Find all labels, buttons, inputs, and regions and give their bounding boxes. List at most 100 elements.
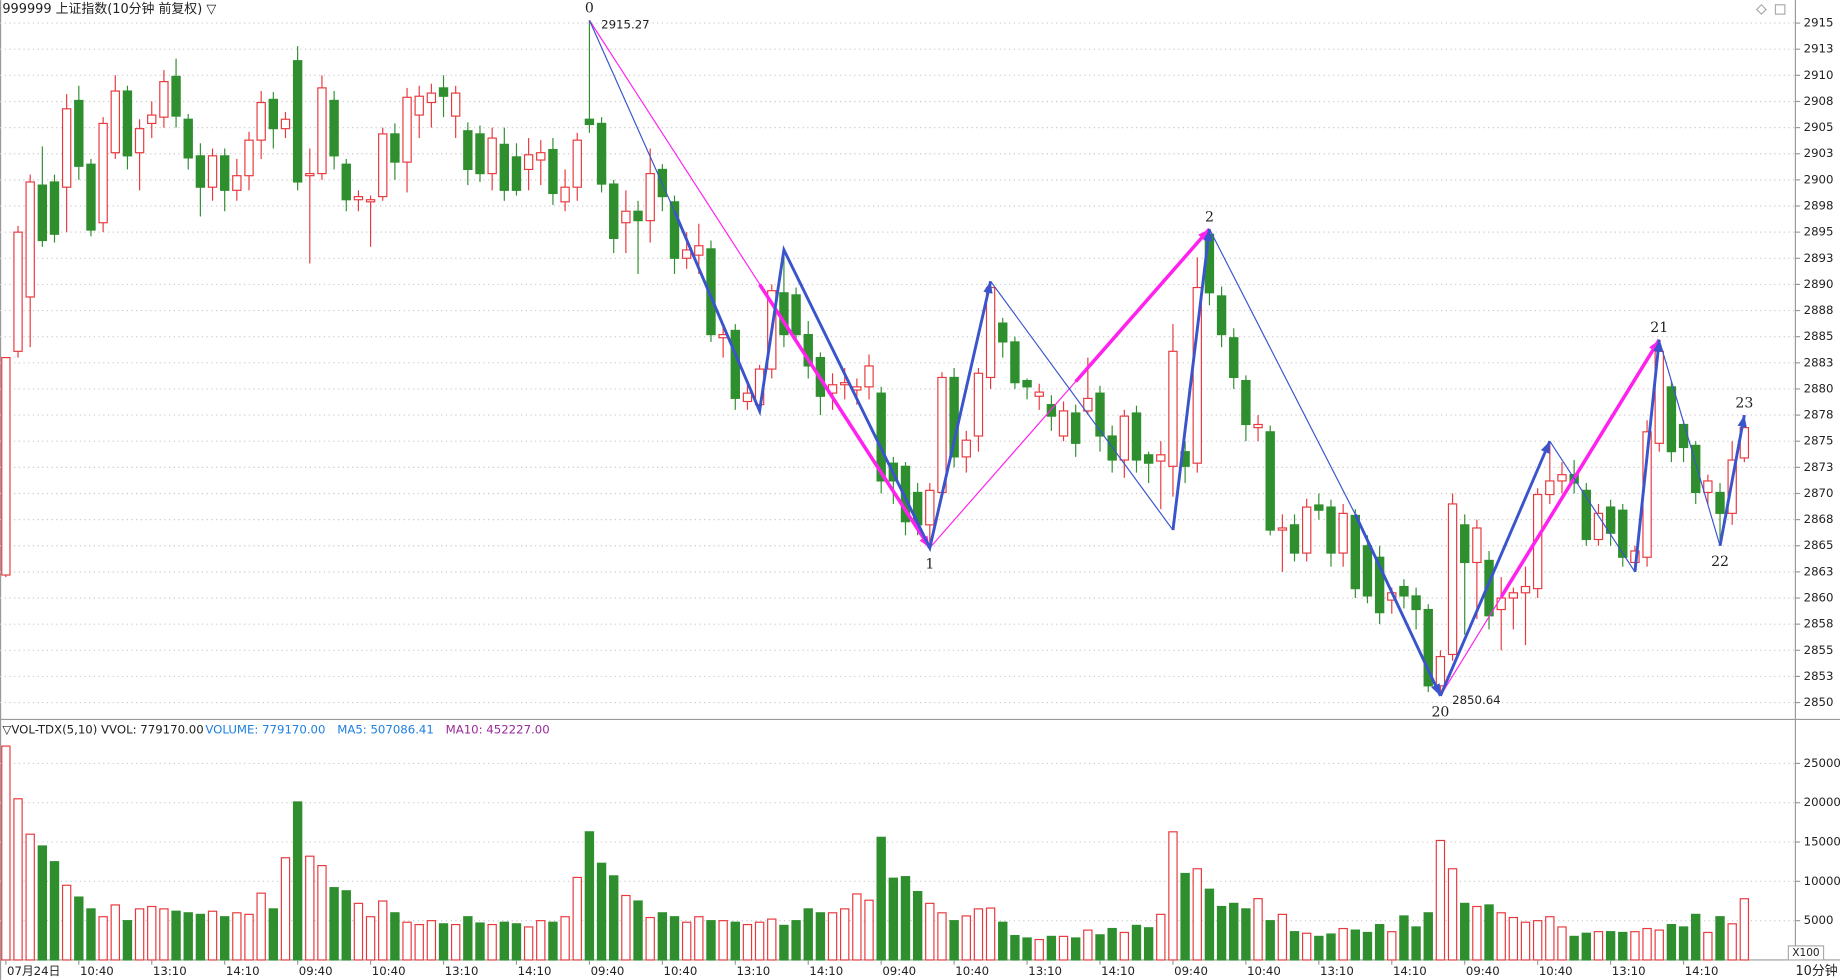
- candle-body: [1253, 423, 1263, 429]
- candle-body: [1216, 295, 1227, 336]
- candle-body: [900, 465, 911, 523]
- volume-bar: [1107, 927, 1117, 961]
- x-tick-label: 14:10: [809, 964, 843, 978]
- icon-diamond[interactable]: [1755, 3, 1767, 15]
- candle-body: [1508, 592, 1519, 599]
- x-tick-label: 13:10: [1028, 964, 1062, 978]
- icon-window[interactable]: [1774, 4, 1786, 15]
- candle-body: [475, 133, 485, 175]
- candle-body: [791, 294, 801, 336]
- candle-body: [572, 139, 582, 188]
- candle-body: [1289, 524, 1300, 554]
- period-label: 10分钟: [1795, 963, 1837, 979]
- y-tick-label: 2860: [1804, 591, 1834, 605]
- volume-bar: [256, 892, 266, 961]
- volume-bar: [596, 862, 607, 961]
- candle-body: [37, 184, 48, 242]
- volume-bar: [305, 855, 315, 961]
- y-tick-label: 2890: [1804, 277, 1834, 291]
- candle-body: [49, 181, 60, 235]
- x-tick-label: 14:10: [226, 964, 260, 978]
- candle-body: [523, 154, 534, 171]
- volume-bar: [1143, 927, 1154, 961]
- x-tick-label: 10:40: [80, 964, 114, 978]
- volume-bar: [1374, 924, 1385, 961]
- y-tick-label: 2855: [1804, 643, 1834, 657]
- y-tick-label: 2883: [1804, 355, 1834, 369]
- volume-bar: [1727, 923, 1737, 961]
- volume-bar: [609, 875, 619, 961]
- volume-bar: [706, 920, 716, 961]
- volume-bar: [1229, 902, 1239, 961]
- arrow-head: [1653, 339, 1663, 352]
- volume-bar: [1192, 868, 1202, 961]
- volume-bar: [1046, 935, 1057, 961]
- volume-bar: [669, 916, 680, 961]
- volume-bar: [1630, 931, 1640, 961]
- volume-bar: [791, 920, 801, 961]
- volume-bar: [925, 902, 935, 961]
- volume-bar: [730, 921, 740, 961]
- volume-bar: [1180, 872, 1190, 961]
- arrow-head: [1203, 229, 1213, 242]
- volume-bar: [767, 918, 777, 961]
- candle-body: [1241, 380, 1251, 426]
- volume-bar: [511, 923, 522, 961]
- candle-body: [548, 148, 558, 195]
- volume-bar: [1666, 924, 1677, 961]
- volume-bar: [1314, 935, 1324, 961]
- candle-body: [1423, 608, 1433, 687]
- y-tick-label: 2865: [1804, 538, 1834, 552]
- candle-body: [487, 137, 497, 175]
- x-tick-label: 09:40: [591, 964, 625, 978]
- candle-body: [584, 118, 595, 126]
- candle-body: [1447, 503, 1458, 656]
- candle-body: [147, 114, 157, 125]
- volume-bar: [1460, 902, 1470, 961]
- candle-body: [110, 90, 120, 154]
- volume-bar: [1703, 931, 1713, 961]
- candle-body: [1678, 423, 1689, 449]
- candle-body: [402, 96, 412, 163]
- volume-bar: [815, 912, 826, 961]
- candle-body: [730, 329, 740, 399]
- volume-bar: [1715, 916, 1725, 961]
- volume-bar: [1, 745, 11, 961]
- candle-body: [463, 130, 473, 171]
- volume-bar: [1557, 926, 1567, 961]
- y-tick-label: 2873: [1804, 460, 1834, 474]
- volume-bar: [1326, 933, 1336, 961]
- volume-bar: [1581, 932, 1591, 961]
- price-note: 2850.64: [1452, 693, 1500, 707]
- volume-bar: [475, 922, 485, 961]
- candle-body: [1314, 504, 1324, 511]
- volume-bar: [463, 916, 473, 961]
- volume-bar: [1071, 937, 1081, 961]
- volume-bar: [621, 894, 631, 961]
- candle-body: [511, 156, 522, 191]
- candle-body: [1715, 491, 1725, 514]
- volume-bar: [37, 845, 48, 961]
- candle-body: [1350, 514, 1361, 590]
- volume-bar: [1520, 921, 1531, 961]
- volume-bar: [61, 884, 72, 961]
- candle-body: [305, 173, 315, 177]
- volume-bar: [122, 920, 133, 961]
- volume-bar: [864, 899, 874, 961]
- volume-bar: [341, 890, 351, 961]
- volume-bar: [949, 920, 959, 961]
- volume-bar: [1362, 931, 1373, 961]
- candle-body: [985, 286, 996, 379]
- candle-body: [852, 386, 862, 391]
- volume-bar: [742, 924, 753, 961]
- volume-bar: [1095, 934, 1105, 961]
- candle-body: [1034, 391, 1044, 397]
- volume-bar: [645, 916, 655, 961]
- volume-bar: [353, 902, 364, 961]
- volume-bar: [1739, 898, 1750, 961]
- x-tick-label: 10:40: [664, 964, 698, 978]
- candle-body: [244, 139, 254, 177]
- candle-body: [1411, 595, 1421, 611]
- volume-bar: [317, 865, 327, 961]
